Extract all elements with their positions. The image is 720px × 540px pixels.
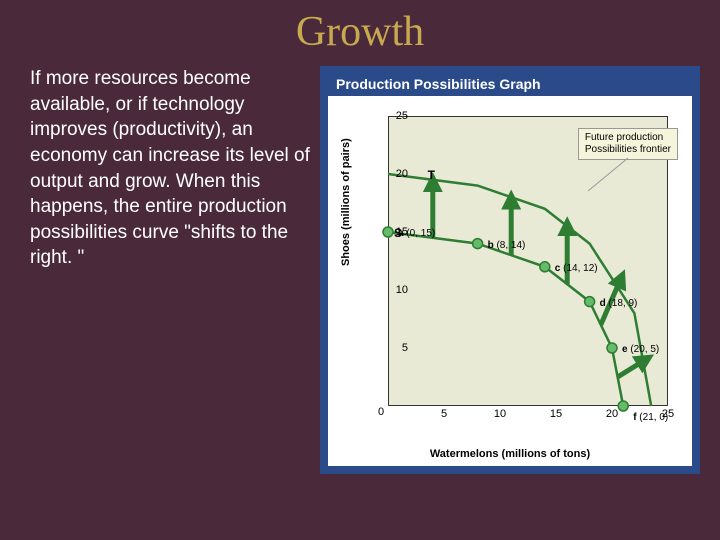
extra-point-label: S [394, 226, 402, 240]
y-tick: 20 [396, 168, 408, 180]
axis-origin: 0 [378, 406, 384, 418]
x-tick: 10 [494, 408, 506, 420]
callout-line1: Future production [585, 132, 663, 143]
y-tick: 25 [396, 110, 408, 122]
point-label: f (21, 0) [633, 412, 668, 423]
point-label: e (20, 5) [622, 344, 659, 355]
x-tick: 20 [606, 408, 618, 420]
extra-point-label: T [428, 168, 435, 182]
point-label: b (8, 14) [488, 240, 526, 251]
chart-panel: Production Possibilities Graph Shoes (mi… [320, 66, 700, 474]
callout-line2: Possibilities frontier [585, 144, 671, 155]
x-axis-label: Watermelons (millions of tons) [328, 448, 692, 460]
content-row: If more resources become available, or i… [0, 56, 720, 474]
y-tick: 5 [402, 342, 408, 354]
chart-area: Shoes (millions of pairs) Watermelons (m… [328, 96, 692, 466]
point-label: c (14, 12) [555, 263, 598, 274]
y-axis-label: Shoes (millions of pairs) [340, 138, 352, 266]
point-label: a (0, 15) [398, 228, 435, 239]
body-text: If more resources become available, or i… [30, 66, 320, 474]
slide-title: Growth [0, 0, 720, 56]
x-tick: 5 [441, 408, 447, 420]
chart-title: Production Possibilities Graph [328, 74, 692, 96]
x-tick: 15 [550, 408, 562, 420]
callout-future-ppf: Future production Possibilities frontier [578, 128, 678, 160]
point-label: d (18, 9) [600, 298, 638, 309]
y-tick: 10 [396, 284, 408, 296]
